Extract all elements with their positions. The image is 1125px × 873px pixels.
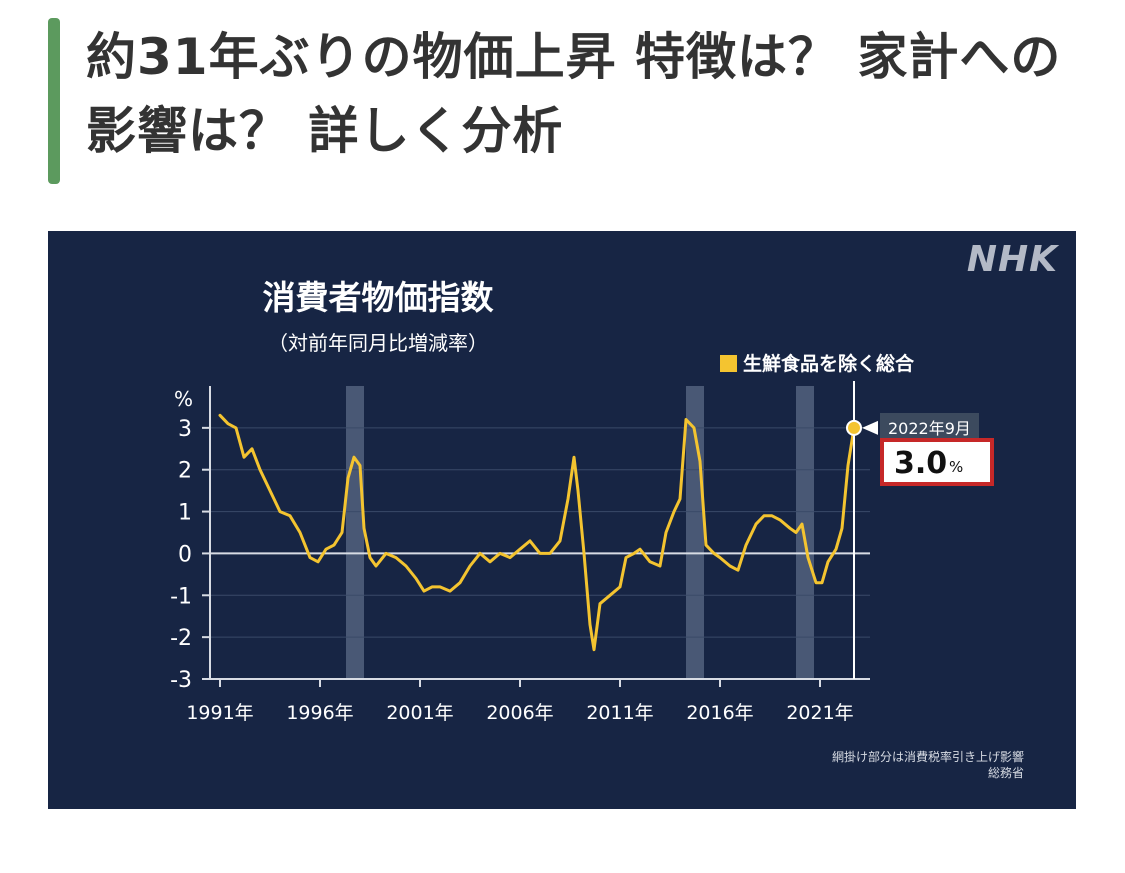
annotation-date: 2022年9月 [880,413,979,441]
x-tick-label: 2006年 [486,702,553,724]
y-tick-label: 0 [178,542,192,567]
chart-canvas: 3 2 1 0 -1 -2 -3 1991年 1996年 2001年 2006年 2011年 2016… [170,381,878,724]
article-heading: 約31年ぶりの物価上昇 特徴は？ 家計への影響は？ 詳しく分析 [48,18,1088,184]
x-tick-labels: 1991年 1996年 2001年 2006年 2011年 2016年 2021年 [186,702,853,724]
x-tick-label: 1996年 [286,702,353,724]
y-tick-label: 1 [178,501,192,526]
annotation-unit: % [949,458,964,476]
annotation-point [846,419,862,436]
chart-subtitle: （対前年同月比増減率） [268,331,488,355]
chart-title: 消費者物価指数 [262,278,494,317]
annotation-pointer [862,420,878,435]
series-layer [218,413,856,652]
cpi-chart-figure: 3 2 1 0 -1 -2 -3 1991年 1996年 2001年 2006年 2011年 2016… [48,231,1076,809]
x-tick-label: 2011年 [586,702,653,724]
y-axis-unit: % [174,387,194,411]
axes [202,386,870,687]
y-tick-label: 3 [178,417,192,442]
chart-legend: 生鮮食品を除く総合 [720,349,914,376]
y-tick-label: -3 [170,668,192,693]
note-line: 網掛け部分は消費税率引き上げ影響 [831,750,1024,764]
x-tick-label: 2021年 [786,702,853,724]
y-tick-label: -1 [170,584,192,609]
annotation-layer [846,381,878,679]
legend-label: 生鮮食品を除く総合 [743,353,915,375]
shaded-period [346,386,364,679]
legend-swatch [720,355,737,372]
annotation-value: 3.0 [894,446,948,481]
article-title: 約31年ぶりの物価上昇 特徴は？ 家計への影響は？ 詳しく分析 [86,28,1062,160]
y-tick-labels: 3 2 1 0 -1 -2 -3 [170,417,192,693]
x-tick-label: 2016年 [686,702,753,724]
series-line [218,413,856,652]
y-tick-label: 2 [178,459,192,484]
heading-accent-bar [48,18,60,184]
shaded-periods [346,386,814,679]
x-tick-label: 1991年 [186,702,253,724]
annotation-value-box: 3.0 % [880,438,994,486]
chart-note: 網掛け部分は消費税率引き上げ影響 総務省 [832,749,1024,781]
source-line: 総務省 [987,766,1024,780]
nhk-logo: NHK [966,239,1058,280]
x-tick-label: 2001年 [386,702,453,724]
y-tick-label: -2 [170,626,192,651]
